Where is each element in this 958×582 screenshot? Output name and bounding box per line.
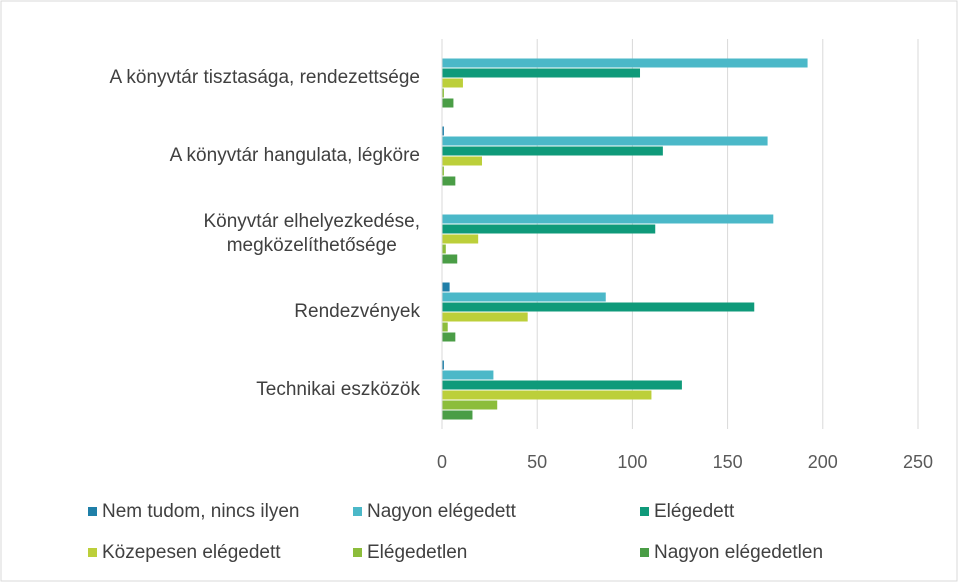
bar <box>442 390 652 400</box>
bar <box>442 292 606 302</box>
bar <box>442 332 456 342</box>
y-tick-label: Rendezvények <box>294 301 420 322</box>
bar <box>442 214 774 224</box>
bar <box>442 136 768 146</box>
x-tick-label: 50 <box>527 452 547 472</box>
y-tick-label: A könyvtár tisztasága, rendezettsége <box>109 67 420 88</box>
bar <box>442 410 473 420</box>
bar <box>442 234 479 244</box>
bar <box>442 380 682 390</box>
x-tick-label: 150 <box>713 452 743 472</box>
legend-label: Nem tudom, nincs ilyen <box>102 501 299 522</box>
bar <box>442 244 446 254</box>
legend-swatch <box>353 507 362 516</box>
bar <box>442 98 454 108</box>
bar <box>442 88 444 98</box>
legend-label: Elégedett <box>654 501 735 522</box>
legend-label: Nagyon elégedett <box>367 501 517 522</box>
x-tick-label: 250 <box>903 452 933 472</box>
bar <box>442 78 463 88</box>
bar <box>442 400 498 410</box>
bar <box>442 370 494 380</box>
bar <box>442 126 444 136</box>
x-tick-label: 200 <box>808 452 838 472</box>
x-tick-label: 100 <box>617 452 647 472</box>
legend-swatch <box>353 548 362 557</box>
bar <box>442 224 656 234</box>
legend-swatch <box>88 548 97 557</box>
legend-swatch <box>640 507 649 516</box>
y-tick-label: A könyvtár hangulata, légköre <box>169 145 420 166</box>
y-tick-label: Technikai eszközök <box>256 379 420 400</box>
bar <box>442 322 448 332</box>
legend-label: Nagyon elégedetlen <box>654 542 823 563</box>
legend-swatch <box>640 548 649 557</box>
bar <box>442 156 482 166</box>
legend-label: Elégedetlen <box>367 542 467 563</box>
bar <box>442 312 528 322</box>
legend-swatch <box>88 507 97 516</box>
bar <box>442 282 450 292</box>
legend-label: Közepesen elégedett <box>102 542 281 563</box>
bar <box>442 58 808 68</box>
bar <box>442 68 641 78</box>
bar <box>442 360 444 370</box>
bar <box>442 146 663 156</box>
bar <box>442 302 755 312</box>
bar <box>442 176 456 186</box>
bar <box>442 254 458 264</box>
y-tick-label: Könyvtár elhelyezkedése, megközelíthetős… <box>203 211 420 256</box>
x-tick-label: 0 <box>437 452 447 472</box>
bar <box>442 166 444 176</box>
